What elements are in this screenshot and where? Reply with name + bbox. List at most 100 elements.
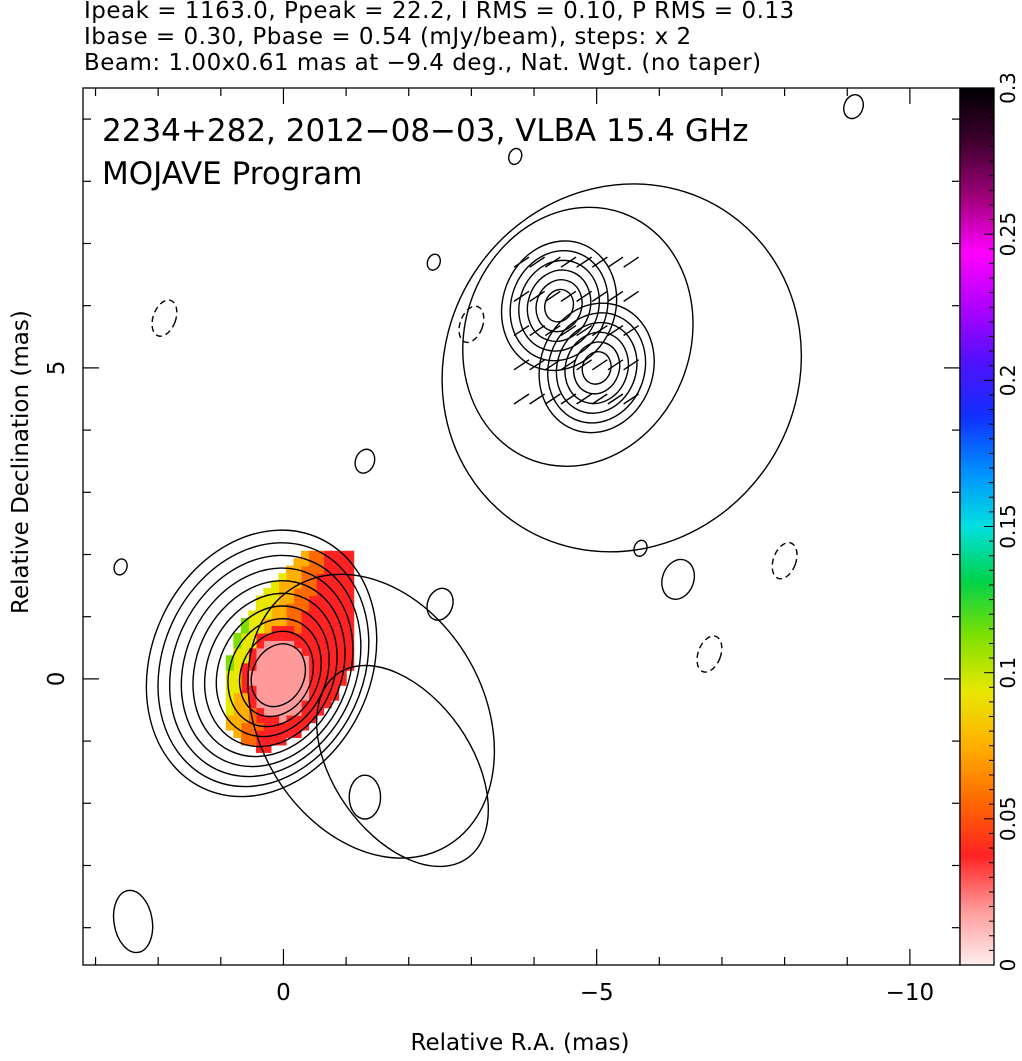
evpa-vector bbox=[513, 256, 530, 268]
frac-pol-pixel bbox=[270, 677, 280, 686]
frac-pol-pixel bbox=[255, 595, 265, 604]
frac-pol-pixel bbox=[278, 670, 287, 679]
stokes-i-contours bbox=[113, 94, 864, 868]
frac-pol-pixel bbox=[233, 722, 242, 731]
frac-pol-pixel bbox=[240, 685, 249, 694]
frac-pol-pixel bbox=[300, 610, 310, 619]
frac-pol-pixel bbox=[285, 685, 295, 694]
frac-pol-pixel bbox=[338, 550, 347, 559]
frac-pol-pixel bbox=[316, 655, 325, 664]
x-tick-label: 0 bbox=[276, 980, 291, 1006]
frac-pol-pixel bbox=[300, 617, 310, 627]
frac-pol-pixel bbox=[300, 655, 310, 664]
jet-component-contour bbox=[581, 351, 612, 385]
frac-pol-pixel bbox=[293, 573, 302, 582]
frac-pol-pixel bbox=[346, 617, 355, 627]
frac-pol-pixel bbox=[346, 565, 355, 574]
frac-pol-pixel bbox=[225, 677, 234, 686]
frac-pol-pixel bbox=[293, 655, 302, 664]
frac-pol-pixel bbox=[293, 662, 302, 671]
frac-pol-pixel bbox=[331, 655, 340, 664]
frac-pol-pixel bbox=[240, 677, 249, 686]
frac-pol-pixel bbox=[263, 677, 272, 686]
frac-pol-pixel bbox=[331, 580, 340, 589]
jet-component-contour bbox=[564, 331, 630, 405]
frac-pol-pixel bbox=[278, 588, 287, 597]
frac-pol-pixel bbox=[316, 700, 325, 709]
frac-pol-pixel bbox=[308, 580, 317, 589]
frac-pol-pixel bbox=[248, 647, 257, 656]
core-contour bbox=[250, 643, 307, 708]
evpa-vectors bbox=[513, 256, 640, 405]
beam-shape bbox=[112, 889, 154, 954]
frac-pol-pixel bbox=[270, 617, 280, 627]
evpa-vector bbox=[560, 290, 577, 302]
evpa-vector bbox=[560, 359, 577, 371]
frac-pol-pixel bbox=[346, 647, 355, 656]
evpa-vector bbox=[607, 290, 624, 302]
isolated-contour bbox=[426, 587, 454, 621]
frac-pol-pixel bbox=[285, 722, 295, 731]
frac-pol-pixel bbox=[233, 647, 242, 656]
frac-pol-pixel bbox=[323, 573, 332, 582]
frac-pol-pixel bbox=[278, 603, 287, 612]
jet-component-contour bbox=[462, 206, 694, 467]
frac-pol-pixel bbox=[263, 700, 272, 709]
core-contour bbox=[203, 592, 338, 748]
y-tick-label: 5 bbox=[44, 361, 70, 376]
frac-pol-pixel bbox=[233, 729, 242, 739]
frac-pol-pixel bbox=[308, 588, 317, 597]
frac-pol-pixel bbox=[240, 737, 249, 746]
frac-pol-pixel bbox=[316, 685, 325, 694]
frac-pol-pixel bbox=[285, 729, 295, 739]
frac-pol-pixel bbox=[278, 729, 287, 739]
frac-pol-pixel bbox=[293, 722, 302, 731]
evpa-vector bbox=[544, 359, 561, 371]
colorbar-tick-label: 0.15 bbox=[996, 504, 1020, 549]
evpa-vector bbox=[607, 359, 624, 371]
frac-pol-pixel bbox=[316, 588, 325, 597]
frac-pol-pixel bbox=[285, 617, 295, 627]
frac-pol-pixel bbox=[263, 729, 272, 739]
colorbar-tick-label: 0 bbox=[996, 959, 1020, 972]
frac-pol-pixel bbox=[323, 617, 332, 627]
evpa-vector bbox=[513, 359, 530, 371]
frac-pol-pixel bbox=[300, 588, 310, 597]
header-line-1: Ipeak = 1163.0, Ppeak = 22.2, I RMS = 0.… bbox=[84, 0, 795, 24]
evpa-vector bbox=[560, 324, 577, 337]
frac-pol-pixel bbox=[270, 662, 280, 671]
frac-pol-pixel bbox=[270, 655, 280, 664]
frac-pol-pixel bbox=[225, 670, 234, 679]
frac-pol-pixel bbox=[293, 692, 302, 701]
frac-pol-pixel bbox=[338, 662, 347, 671]
frac-pol-pixel bbox=[316, 565, 325, 574]
frac-pol-pixel bbox=[270, 722, 280, 731]
frac-pol-pixel bbox=[240, 647, 249, 656]
jet-component-contour bbox=[547, 312, 647, 424]
frac-pol-pixel bbox=[263, 744, 272, 753]
jet-component-contour bbox=[538, 302, 655, 434]
frac-pol-pixel bbox=[346, 662, 355, 671]
frac-pol-pixel bbox=[270, 692, 280, 701]
frac-pol-pixel bbox=[263, 647, 272, 656]
frac-pol-pixel bbox=[278, 722, 287, 731]
frac-pol-pixel bbox=[300, 603, 310, 612]
frac-pol-pixel bbox=[323, 558, 332, 567]
frac-pol-pixel bbox=[331, 640, 340, 649]
colorbar-tick-label: 0.05 bbox=[996, 797, 1020, 842]
frac-pol-pixel bbox=[331, 603, 340, 612]
frac-pol-pixel bbox=[285, 692, 295, 701]
evpa-vector bbox=[607, 393, 624, 405]
frac-pol-pixel bbox=[263, 640, 272, 649]
frac-pol-pixel bbox=[308, 662, 317, 671]
frac-pol-pixel bbox=[338, 655, 347, 664]
evpa-vector bbox=[513, 290, 530, 302]
frac-pol-pixel bbox=[323, 625, 332, 634]
frac-pol-pixel bbox=[248, 707, 257, 716]
frac-pol-pixel bbox=[308, 603, 317, 612]
frac-pol-pixel bbox=[263, 692, 272, 701]
frac-pol-pixel bbox=[293, 588, 302, 597]
frac-pol-pixel bbox=[331, 685, 340, 694]
frac-pol-pixel bbox=[225, 655, 234, 664]
frac-pol-pixel bbox=[300, 550, 310, 559]
